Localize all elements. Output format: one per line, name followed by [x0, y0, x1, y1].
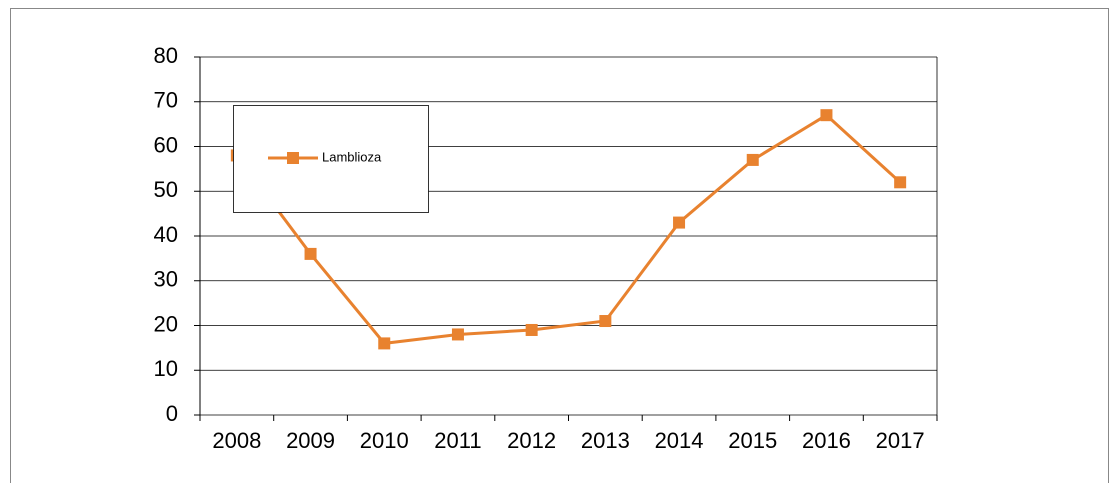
- x-tick-label: 2011: [434, 428, 481, 453]
- legend-label: Lamblioza: [322, 149, 382, 164]
- x-tick-label: 2017: [876, 428, 925, 453]
- y-tick-label: 10: [154, 356, 178, 381]
- x-tick-label: 2008: [212, 428, 261, 453]
- x-tick-label: 2012: [507, 428, 556, 453]
- x-tick-label: 2013: [581, 428, 630, 453]
- point: [525, 323, 538, 336]
- y-tick-label: 0: [166, 401, 178, 426]
- point: [451, 328, 464, 341]
- point: [599, 315, 612, 328]
- y-tick-label: 50: [154, 177, 178, 202]
- x-tick-label: 2016: [802, 428, 851, 453]
- y-tick-label: 40: [154, 222, 178, 247]
- point: [304, 247, 317, 260]
- point: [894, 176, 907, 189]
- point: [746, 153, 759, 166]
- y-tick-label: 60: [154, 132, 178, 157]
- point: [673, 216, 686, 229]
- x-tick-label: 2009: [286, 428, 335, 453]
- chart-frame: [10, 8, 1109, 483]
- x-tick-label: 2014: [655, 428, 704, 453]
- legend-box: [233, 105, 429, 213]
- y-tick-label: 70: [154, 88, 178, 113]
- point: [820, 109, 833, 122]
- x-tick-label: 2010: [360, 428, 409, 453]
- y-tick-label: 20: [154, 311, 178, 336]
- series-line: [235, 113, 902, 345]
- y-tick-label: 30: [154, 267, 178, 292]
- x-tick-label: 2015: [728, 428, 777, 453]
- legend-marker: [287, 152, 299, 164]
- y-tick-label: 80: [154, 43, 178, 68]
- point: [378, 337, 391, 350]
